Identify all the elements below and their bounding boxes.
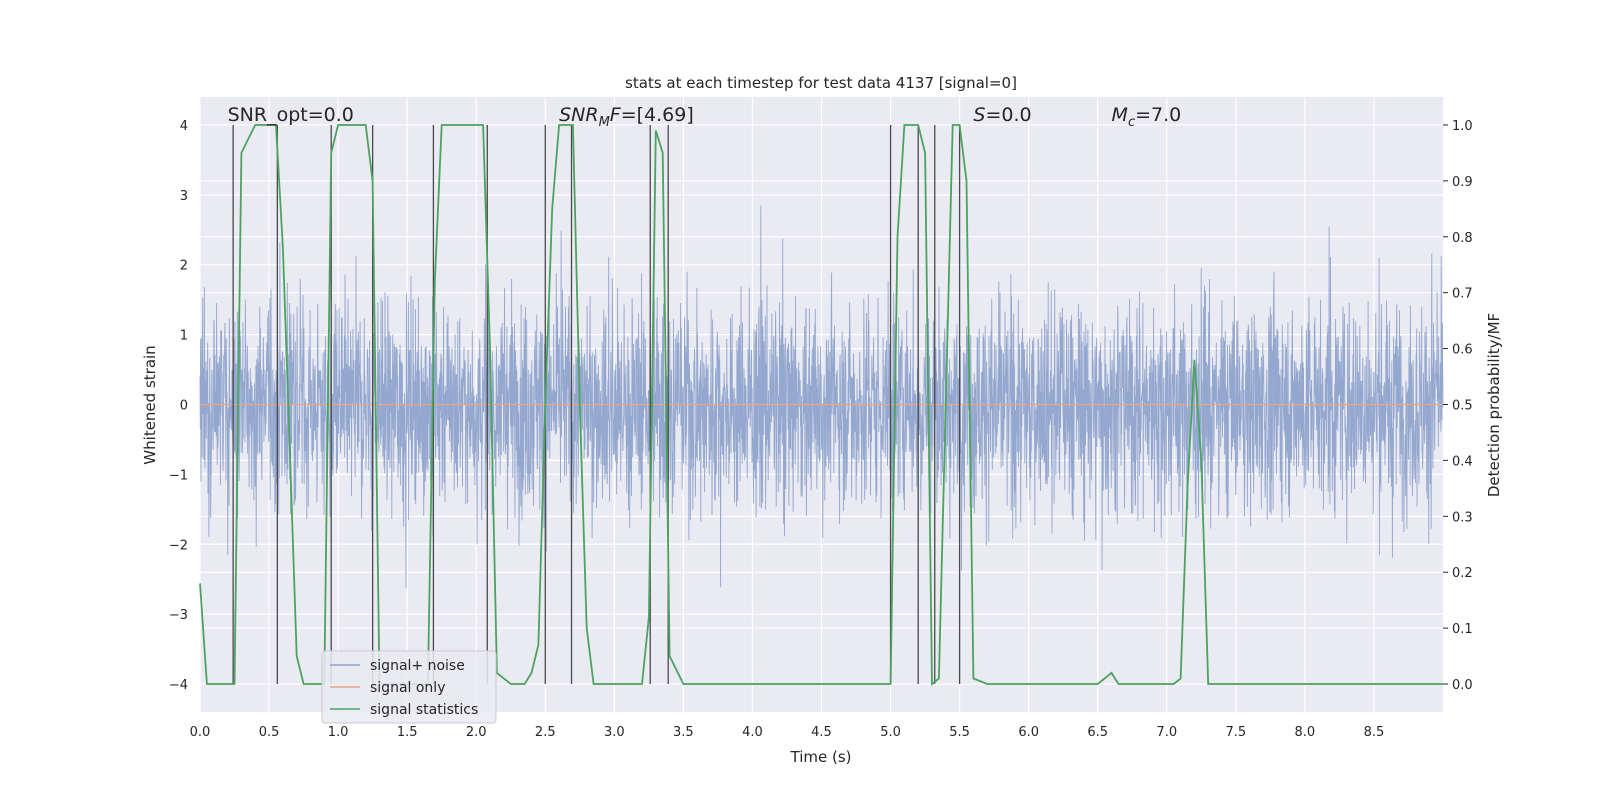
annotation-1: SNR_opt=0.0 (228, 104, 354, 126)
y-tick-label: 0 (180, 399, 188, 414)
y-tick-label: −3 (169, 608, 188, 623)
chart-title: stats at each timestep for test data 413… (625, 74, 1017, 92)
annotation-2: SNRMF=[4.69] (559, 104, 694, 130)
x-tick-label: 3.0 (604, 725, 625, 740)
x-tick-label: 2.0 (466, 725, 487, 740)
signal-statistics-line (199, 124, 1443, 686)
legend-box (321, 650, 497, 724)
annotation-3: S=0.0 (973, 104, 1031, 126)
y-right-tick-label: 0.2 (1452, 566, 1473, 581)
y-right-tick-label: 1.0 (1452, 119, 1473, 134)
y-tick-label: −1 (169, 468, 188, 483)
y-tick-label: 4 (180, 119, 188, 134)
y-tick-label: 3 (180, 189, 188, 204)
noise-series (199, 205, 1444, 589)
x-axis-label: Time (s) (790, 748, 852, 766)
x-tick-label: 4.5 (811, 725, 832, 740)
x-tick-label: 0.0 (190, 725, 211, 740)
annotation-rest-plain: =[4.69] (621, 104, 694, 126)
y-axis-label: Whitened strain (141, 345, 159, 464)
x-tick-label: 8.5 (1364, 725, 1385, 740)
legend-label: signal+ noise (370, 658, 465, 674)
x-tick-label: 2.5 (535, 725, 556, 740)
annotation-symbol: S (973, 104, 985, 126)
x-tick-label: 7.5 (1225, 725, 1246, 740)
y-right-tick-label: 0.1 (1452, 622, 1473, 637)
y-tick-label: 1 (180, 329, 188, 344)
y-right-tick-label: 0.9 (1452, 175, 1473, 190)
x-tick-label: 8.0 (1295, 725, 1316, 740)
annotation-rest: =0.0 (985, 104, 1031, 126)
noise-line (199, 205, 1444, 589)
y-tick-label: 2 (180, 259, 188, 274)
annotation-symbol: M (1112, 104, 1128, 126)
y-axis-ticks: 4 3 2 1 0 −1 −2 −3 −4 (169, 119, 188, 693)
x-axis-ticks: 0.0 0.5 1.0 1.5 2.0 2.5 3.0 3.5 4.0 4.5 5.0 5.5 6.0 6… (190, 725, 1385, 740)
annotations: SNR_opt=0.0 SNRMF=[4.69] S=0.0 Mc=7.0 (228, 104, 1182, 130)
x-tick-label: 1.0 (328, 725, 349, 740)
y-right-tick-label: 0.0 (1452, 678, 1473, 693)
x-tick-label: 6.5 (1087, 725, 1108, 740)
legend: signal+ noise signal only signal statistic… (321, 650, 497, 724)
annotation-symbol: SNR (559, 104, 598, 126)
annotation-rest: F=[4.69] (610, 104, 694, 126)
y-right-tick-label: 0.6 (1452, 343, 1473, 358)
y-right-tick-label: 0.4 (1452, 454, 1473, 469)
annotation-rest: =7.0 (1135, 104, 1181, 126)
x-tick-label: 7.0 (1156, 725, 1177, 740)
x-tick-label: 1.5 (397, 725, 418, 740)
y-right-tick-label: 0.5 (1452, 399, 1473, 414)
annotation-4: Mc=7.0 (1112, 104, 1182, 130)
y-right-tick-label: 0.7 (1452, 287, 1473, 302)
legend-label: signal statistics (370, 702, 478, 718)
annotation-rest-italic: F (610, 104, 622, 126)
x-tick-label: 0.5 (259, 725, 280, 740)
x-tick-label: 4.0 (742, 725, 763, 740)
annotation-subscript: M (599, 115, 610, 130)
x-tick-label: 5.5 (949, 725, 970, 740)
y-right-tick-label: 0.8 (1452, 231, 1473, 246)
y-tick-label: −4 (169, 678, 188, 693)
y-tick-label: −2 (169, 538, 188, 553)
y-right-axis-label: Detection probability/MF (1485, 313, 1503, 497)
x-tick-label: 5.0 (880, 725, 901, 740)
y-right-tick-label: 0.3 (1452, 510, 1473, 525)
x-tick-label: 3.5 (673, 725, 694, 740)
legend-label: signal only (370, 680, 445, 696)
y-right-axis-ticks: 1.0 0.9 0.8 0.7 0.6 0.5 0.4 0.3 0.2 0.1 0.0 (1443, 119, 1473, 693)
x-tick-label: 6.0 (1018, 725, 1039, 740)
signal-statistics-series (199, 124, 1443, 686)
annotation-subscript: c (1128, 115, 1135, 130)
